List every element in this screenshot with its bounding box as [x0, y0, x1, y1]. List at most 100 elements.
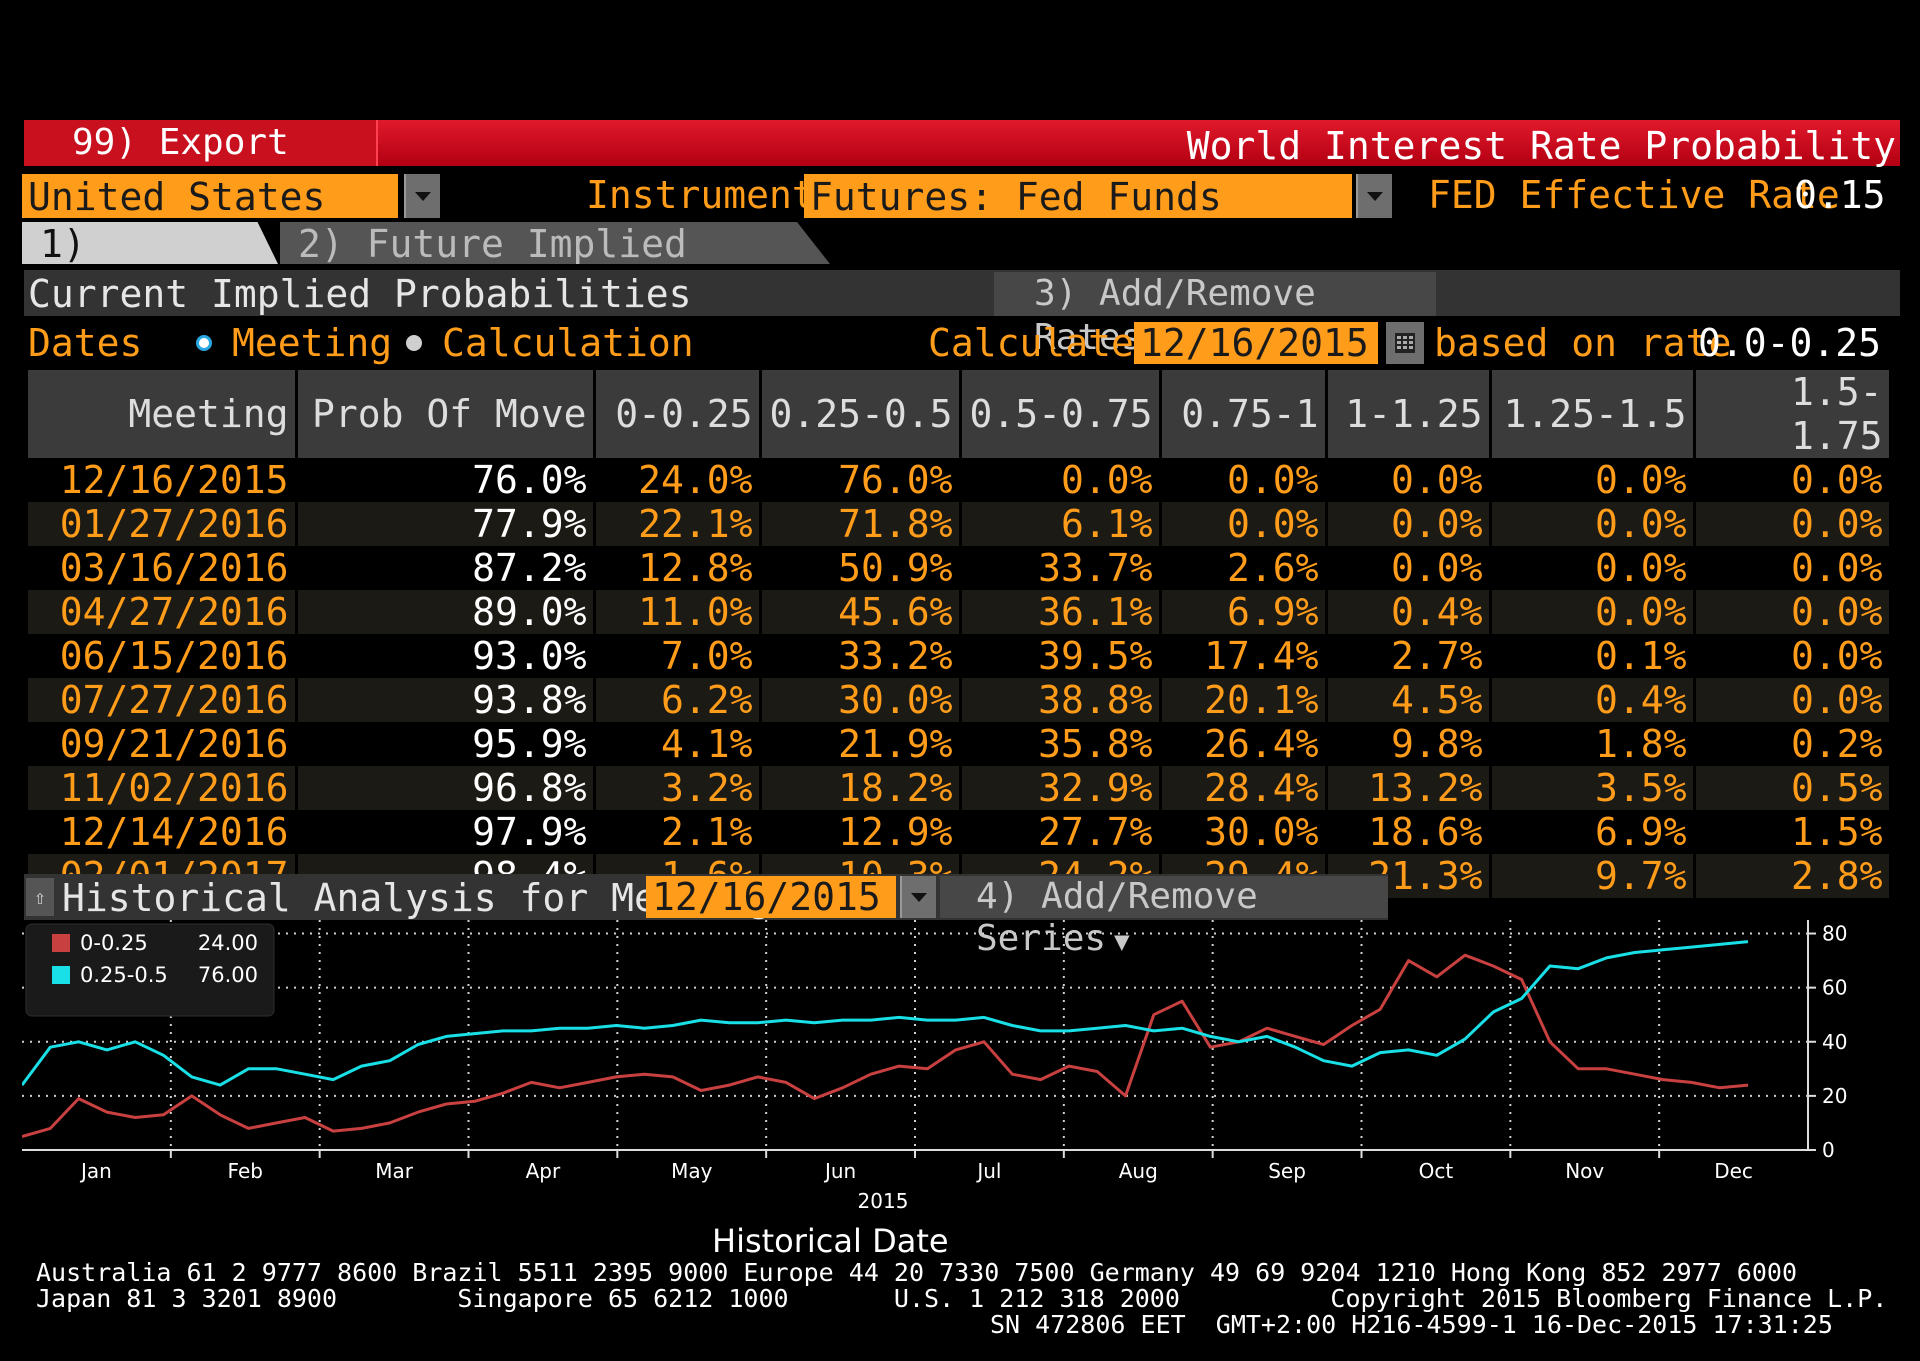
probability-cell: 0.0%	[1490, 458, 1696, 502]
probability-cell: 22.1%	[594, 502, 762, 546]
meeting-date-cell[interactable]: 01/27/2016	[28, 502, 298, 546]
column-header[interactable]: Prob Of Move	[296, 370, 596, 458]
probability-cell: 3.5%	[1490, 766, 1696, 810]
probability-cell: 2.8%	[1694, 854, 1892, 898]
meeting-date-cell[interactable]: 03/16/2016	[28, 546, 298, 590]
x-tick-label: Apr	[526, 1159, 561, 1183]
probability-cell: 0.0%	[1490, 502, 1696, 546]
instrument-label: Instrument	[586, 173, 815, 217]
probability-cell: 95.9%	[296, 722, 596, 766]
probability-cell: 87.2%	[296, 546, 596, 590]
add-remove-series-button[interactable]: 4) Add/Remove Series ▼	[940, 876, 1388, 959]
year-label: 2015	[858, 1189, 909, 1213]
series-line-0-0-25	[21, 953, 1749, 1138]
legend-swatch	[52, 966, 70, 984]
meeting-radio-label: Meeting	[232, 321, 393, 365]
probability-cell: 36.1%	[960, 590, 1162, 634]
meeting-date-cell[interactable]: 06/15/2016	[28, 634, 298, 678]
tab-future-implied-probability[interactable]: 2) Future Implied Probability	[280, 222, 830, 264]
add-remove-rates-label: 3) Add/Remove Rates	[1034, 273, 1316, 358]
probability-cell: 0.0%	[1160, 502, 1328, 546]
probability-cell: 2.7%	[1326, 634, 1492, 678]
probability-cell: 2.1%	[594, 810, 762, 854]
table-row[interactable]: 12/16/2015 76.0% 24.0% 76.0% 0.0% 0.0% 0.0% 0.0…	[28, 458, 1892, 502]
probability-cell: 13.2%	[1326, 766, 1492, 810]
probability-cell: 20.1%	[1160, 678, 1328, 722]
fed-rate-value: 0.15	[1794, 173, 1886, 217]
probability-cell: 18.2%	[760, 766, 962, 810]
meeting-date-cell[interactable]: 12/14/2016	[28, 810, 298, 854]
column-header[interactable]: Meeting	[28, 370, 298, 458]
export-data-button[interactable]: 99) Export Data	[24, 120, 378, 209]
column-header[interactable]: 0.25-0.5	[760, 370, 962, 458]
probability-cell: 0.0%	[1694, 502, 1892, 546]
probability-cell: 0.1%	[1490, 634, 1696, 678]
column-header[interactable]: 0-0.25	[594, 370, 762, 458]
x-tick-label: Nov	[1565, 1159, 1604, 1183]
column-header[interactable]: 1.25-1.5	[1490, 370, 1696, 458]
x-tick-label: Dec	[1714, 1159, 1753, 1183]
calculated-date-input[interactable]: 12/16/2015	[1134, 322, 1378, 364]
probability-cell: 30.0%	[1160, 810, 1328, 854]
calculation-radio[interactable]	[406, 335, 422, 351]
table-row[interactable]: 07/27/2016 93.8% 6.2% 30.0% 38.8% 20.1% 4.5% 0.…	[28, 678, 1892, 722]
probability-cell: 1.8%	[1490, 722, 1696, 766]
probability-cell: 96.8%	[296, 766, 596, 810]
probability-cell: 21.9%	[760, 722, 962, 766]
probability-cell: 0.0%	[1694, 590, 1892, 634]
meeting-date-cell[interactable]: 12/16/2015	[28, 458, 298, 502]
tab-overview[interactable]: 1) Overview	[22, 222, 278, 264]
meeting-radio[interactable]	[196, 335, 212, 351]
instrument-dropdown-icon[interactable]	[1356, 174, 1392, 218]
y-tick-label: 80	[1822, 922, 1847, 946]
probability-cell: 12.9%	[760, 810, 962, 854]
meeting-date-cell[interactable]: 04/27/2016	[28, 590, 298, 634]
collapse-icon[interactable]: ⇧	[26, 878, 54, 916]
table-row[interactable]: 04/27/2016 89.0% 11.0% 45.6% 36.1% 6.9% 0.4% 0.…	[28, 590, 1892, 634]
probability-cell: 9.8%	[1326, 722, 1492, 766]
probability-cell: 97.9%	[296, 810, 596, 854]
table-row[interactable]: 12/14/2016 97.9% 2.1% 12.9% 27.7% 30.0% 18.6% 6…	[28, 810, 1892, 854]
probability-cell: 35.8%	[960, 722, 1162, 766]
column-header[interactable]: 1-1.25	[1326, 370, 1492, 458]
x-tick-label: Aug	[1119, 1159, 1158, 1183]
probability-cell: 6.9%	[1160, 590, 1328, 634]
probability-cell: 6.2%	[594, 678, 762, 722]
add-remove-series-label: 4) Add/Remove Series	[976, 876, 1258, 959]
probability-cell: 0.0%	[1490, 590, 1696, 634]
table-row[interactable]: 06/15/2016 93.0% 7.0% 33.2% 39.5% 17.4% 2.7% 0.…	[28, 634, 1892, 678]
historical-meeting-date-select[interactable]: 12/16/2015	[646, 876, 896, 918]
x-tick-label: Jun	[823, 1159, 856, 1183]
legend-box	[25, 923, 275, 1017]
calendar-icon[interactable]	[1386, 322, 1424, 364]
table-row[interactable]: 03/16/2016 87.2% 12.8% 50.9% 33.7% 2.6% 0.0% 0.…	[28, 546, 1892, 590]
calculation-radio-label: Calculation	[442, 321, 694, 365]
column-header[interactable]: 1.5-1.75	[1694, 370, 1892, 458]
add-remove-rates-button[interactable]: 3) Add/Remove Rates▼	[994, 272, 1436, 358]
footer-line-3: SN 472806 EET GMT+2:00 H216-4599-1 16-De…	[990, 1310, 1833, 1339]
probability-cell: 26.4%	[1160, 722, 1328, 766]
table-header-row: Meeting Prob Of Move 0-0.25 0.25-0.5 0.5…	[28, 370, 1892, 458]
instrument-select[interactable]: Futures: Fed Funds	[804, 174, 1352, 219]
country-dropdown-icon[interactable]	[404, 174, 440, 218]
chart-legend: 0-0.25 24.00 0.25-0.5 76.00	[25, 923, 275, 1017]
probability-cell: 30.0%	[760, 678, 962, 722]
meeting-date-cell[interactable]: 09/21/2016	[28, 722, 298, 766]
meeting-date-cell[interactable]: 07/27/2016	[28, 678, 298, 722]
historical-date-dropdown-icon[interactable]	[900, 876, 936, 918]
country-select[interactable]: United States	[22, 174, 398, 219]
probability-cell: 32.9%	[960, 766, 1162, 810]
table-row[interactable]: 09/21/2016 95.9% 4.1% 21.9% 35.8% 26.4% 9.8% 1.…	[28, 722, 1892, 766]
historical-chart-svg: 80 60 40 20 0 Jan Feb Mar Apr May Jun Jul Aug Sep Oct N…	[20, 920, 1847, 1213]
meeting-date-cell[interactable]: 11/02/2016	[28, 766, 298, 810]
probability-cell: 0.0%	[1694, 546, 1892, 590]
probability-cell: 89.0%	[296, 590, 596, 634]
column-header[interactable]: 0.75-1	[1160, 370, 1328, 458]
probability-cell: 24.0%	[594, 458, 762, 502]
calculated-label: Calculated	[928, 321, 1157, 365]
column-header[interactable]: 0.5-0.75	[960, 370, 1162, 458]
probability-cell: 6.9%	[1490, 810, 1696, 854]
table-row[interactable]: 01/27/2016 77.9% 22.1% 71.8% 6.1% 0.0% 0.0% 0.0…	[28, 502, 1892, 546]
table-row[interactable]: 11/02/2016 96.8% 3.2% 18.2% 32.9% 28.4% 13.2% 3…	[28, 766, 1892, 810]
y-tick-label: 0	[1822, 1138, 1835, 1162]
